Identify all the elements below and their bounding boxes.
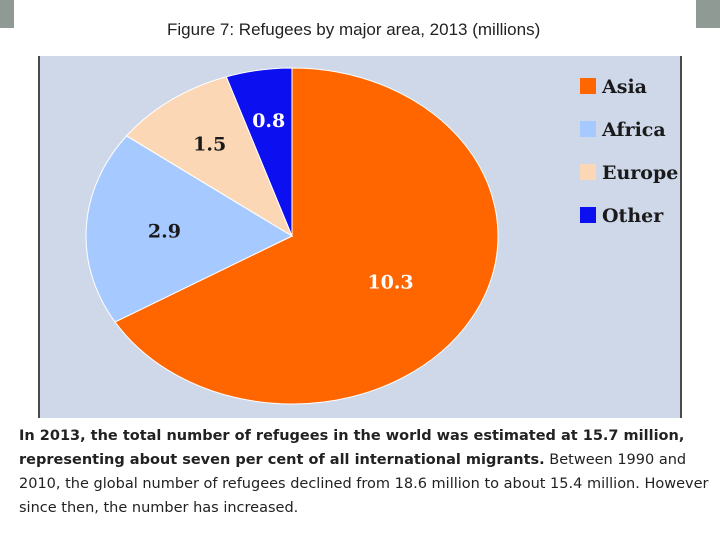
legend-label-africa: Africa (601, 119, 666, 141)
data-label-europe: 1.5 (193, 134, 226, 156)
legend-swatch-other (580, 207, 596, 223)
data-label-africa: 2.9 (148, 221, 181, 243)
data-label-asia: 10.3 (367, 272, 413, 294)
legend-swatch-africa (580, 121, 596, 137)
caption-bold-text: In 2013, the total number of refugees in… (19, 428, 685, 468)
legend-label-other: Other (602, 205, 664, 227)
top-bar-right (696, 0, 720, 28)
legend-label-asia: Asia (601, 76, 647, 98)
pie-slice-other (225, 67, 293, 237)
caption-normal-text: Between 1990 and 2010, the global number… (19, 452, 709, 516)
figure-title-box: Figure 7: Refugees by major area, 2013 (… (14, 6, 696, 52)
legend-swatch-europe (580, 164, 596, 180)
caption-paragraph: In 2013, the total number of refugees in… (19, 424, 709, 520)
pie-slice-africa (85, 135, 294, 323)
legend-swatch-asia (580, 78, 596, 94)
top-bar-left (0, 0, 14, 28)
chart-panel: 10.3 2.9 1.5 0.8 Asia Africa Europe Other (38, 56, 682, 418)
pie-chart: 10.3 2.9 1.5 0.8 Asia Africa Europe Other (85, 67, 678, 405)
pie-slice-asia (114, 67, 499, 405)
pie-slice-europe (125, 76, 294, 238)
legend-label-europe: Europe (602, 162, 678, 184)
chart-title: Figure 7: Refugees by major area, 2013 (… (167, 20, 541, 39)
data-label-other: 0.8 (252, 110, 285, 132)
